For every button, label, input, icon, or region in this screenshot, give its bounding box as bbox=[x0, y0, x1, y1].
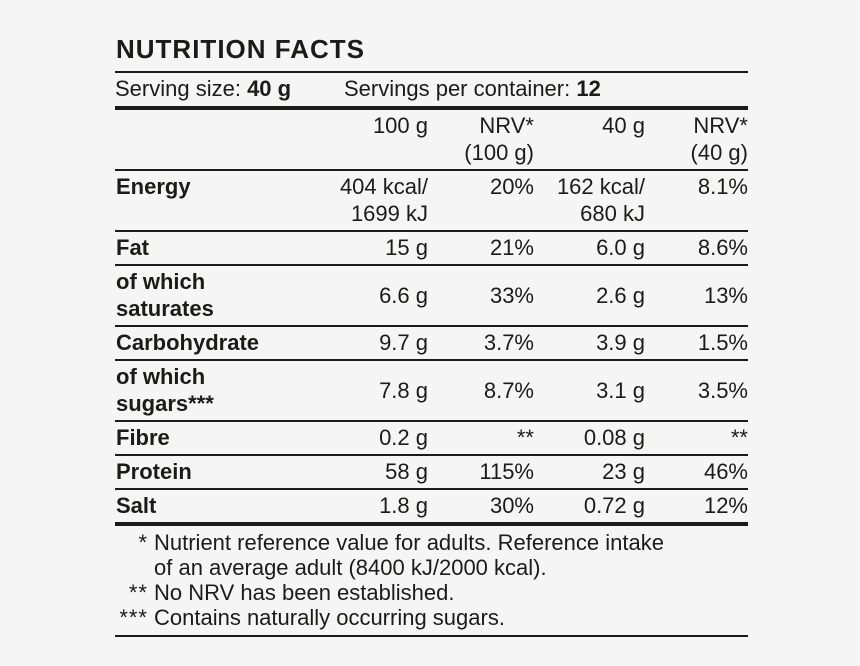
nrv-per-100g: 115% bbox=[479, 459, 534, 484]
nrv-per-40g: ** bbox=[730, 425, 748, 450]
nrv-per-40g: 3.5% bbox=[697, 377, 748, 403]
value-per-40g: 0.72 g bbox=[583, 493, 645, 518]
nutrient-name: of which saturates bbox=[116, 269, 214, 321]
nrv-per-100g: 21% bbox=[489, 235, 534, 260]
nutrient-row-sugars: of which sugars*** 7.8 g 8.7% 3.1 g 3.5% bbox=[115, 361, 748, 420]
divider bbox=[115, 325, 748, 327]
nrv-per-40g: 46% bbox=[703, 459, 748, 484]
nrv-per-40g: 8.1% bbox=[697, 174, 748, 199]
divider-thick bbox=[115, 522, 748, 526]
nrv-per-40g: 12% bbox=[703, 493, 748, 518]
serving-size-label: Serving size: bbox=[115, 76, 248, 101]
column-header-nrv-100g: NRV* (100 g) bbox=[464, 113, 534, 165]
footnote-text: Nutrient reference value for adults. Ref… bbox=[154, 530, 664, 555]
divider bbox=[115, 420, 748, 422]
nrv-per-40g: 8.6% bbox=[697, 235, 748, 260]
nutrient-name: of which sugars*** bbox=[116, 364, 214, 416]
nrv-per-100g: 30% bbox=[489, 493, 534, 518]
serving-size: Serving size: 40 g bbox=[115, 76, 291, 101]
nutrient-row-carbohydrate: Carbohydrate 9.7 g 3.7% 3.9 g 1.5% bbox=[115, 327, 748, 359]
footnote-natural-sugars: *** Contains naturally occurring sugars. bbox=[115, 605, 748, 630]
value-per-40g: 3.9 g bbox=[596, 330, 645, 355]
divider bbox=[115, 169, 748, 171]
nutrient-row-fibre: Fibre 0.2 g ** 0.08 g ** bbox=[115, 422, 748, 454]
nutrient-row-saturates: of which saturates 6.6 g 33% 2.6 g 13% bbox=[115, 266, 748, 325]
divider bbox=[115, 230, 748, 232]
nutrient-row-fat: Fat 15 g 21% 6.0 g 8.6% bbox=[115, 232, 748, 264]
footnote-marker: *** bbox=[119, 605, 148, 630]
nutrient-name: Carbohydrate bbox=[116, 330, 260, 355]
nrv-per-100g: 8.7% bbox=[483, 377, 534, 403]
nutrient-name: Fat bbox=[116, 235, 149, 260]
footnote-marker: * bbox=[138, 530, 148, 555]
nrv-per-40g: 1.5% bbox=[697, 330, 748, 355]
value-per-100g: 1.8 g bbox=[379, 493, 428, 518]
column-header-40g: 40 g bbox=[602, 113, 645, 138]
value-per-40g: 23 g bbox=[602, 459, 645, 484]
nrv-per-100g: ** bbox=[516, 425, 534, 450]
nrv-per-100g: 20% bbox=[489, 174, 534, 199]
value-per-100g: 7.8 g bbox=[379, 377, 428, 403]
nutrient-row-protein: Protein 58 g 115% 23 g 46% bbox=[115, 456, 748, 488]
value-per-100g: 0.2 g bbox=[379, 425, 428, 450]
divider bbox=[115, 454, 748, 456]
nutrient-name: Energy bbox=[116, 174, 191, 199]
nrv-per-100g: 3.7% bbox=[483, 330, 534, 355]
value-per-40g: 3.1 g bbox=[596, 377, 645, 403]
value-per-100g: 404 kcal/1699 kJ bbox=[339, 174, 428, 226]
column-header-nrv-40g: NRV* (40 g) bbox=[690, 113, 748, 165]
serving-info-row: Serving size: 40 g Servings per containe… bbox=[115, 73, 748, 106]
value-per-100g: 9.7 g bbox=[379, 330, 428, 355]
footnote-marker bbox=[115, 555, 148, 580]
value-per-100g: 58 g bbox=[385, 459, 428, 484]
nrv-per-40g: 13% bbox=[703, 282, 748, 308]
footnote-nrv-definition: * Nutrient reference value for adults. R… bbox=[115, 530, 748, 555]
nrv-per-100g: 33% bbox=[489, 282, 534, 308]
footnotes: * Nutrient reference value for adults. R… bbox=[115, 526, 748, 635]
divider bbox=[115, 635, 748, 637]
servings-per-container: Servings per container: 12 bbox=[344, 73, 601, 105]
nutrition-facts-label: NUTRITION FACTS Serving size: 40 g Servi… bbox=[115, 36, 748, 637]
footnote-text: Contains naturally occurring sugars. bbox=[154, 605, 505, 630]
column-header-row: 100 g NRV* (100 g) 40 g NRV* (40 g) bbox=[115, 110, 748, 169]
footnote-marker: ** bbox=[128, 580, 148, 605]
nutrient-row-energy: Energy 404 kcal/1699 kJ 20% 162 kcal/680… bbox=[115, 171, 748, 230]
servings-per-container-value: 12 bbox=[576, 76, 601, 101]
servings-per-container-label: Servings per container: bbox=[344, 76, 577, 101]
column-header-100g: 100 g bbox=[372, 113, 428, 138]
divider-thick bbox=[115, 106, 748, 110]
footnote-text: of an average adult (8400 kJ/2000 kcal). bbox=[154, 555, 547, 580]
divider bbox=[115, 488, 748, 490]
value-per-40g: 0.08 g bbox=[583, 425, 645, 450]
divider bbox=[115, 71, 748, 73]
nutrient-row-salt: Salt 1.8 g 30% 0.72 g 12% bbox=[115, 490, 748, 522]
value-per-100g: 6.6 g bbox=[379, 282, 428, 308]
divider bbox=[115, 359, 748, 361]
nutrient-name: Protein bbox=[116, 459, 192, 484]
nutrient-name: Fibre bbox=[116, 425, 170, 450]
value-per-100g: 15 g bbox=[385, 235, 428, 260]
footnote-no-nrv: ** No NRV has been established. bbox=[115, 580, 748, 605]
value-per-40g: 162 kcal/680 kJ bbox=[556, 174, 645, 226]
footnote-text: No NRV has been established. bbox=[154, 580, 455, 605]
value-per-40g: 2.6 g bbox=[596, 282, 645, 308]
value-per-40g: 6.0 g bbox=[596, 235, 645, 260]
footnote-nrv-definition-continued: of an average adult (8400 kJ/2000 kcal). bbox=[115, 555, 748, 580]
nutrient-name: Salt bbox=[116, 493, 157, 518]
serving-size-value: 40 g bbox=[247, 76, 292, 101]
label-title: NUTRITION FACTS bbox=[116, 34, 365, 64]
divider bbox=[115, 264, 748, 266]
